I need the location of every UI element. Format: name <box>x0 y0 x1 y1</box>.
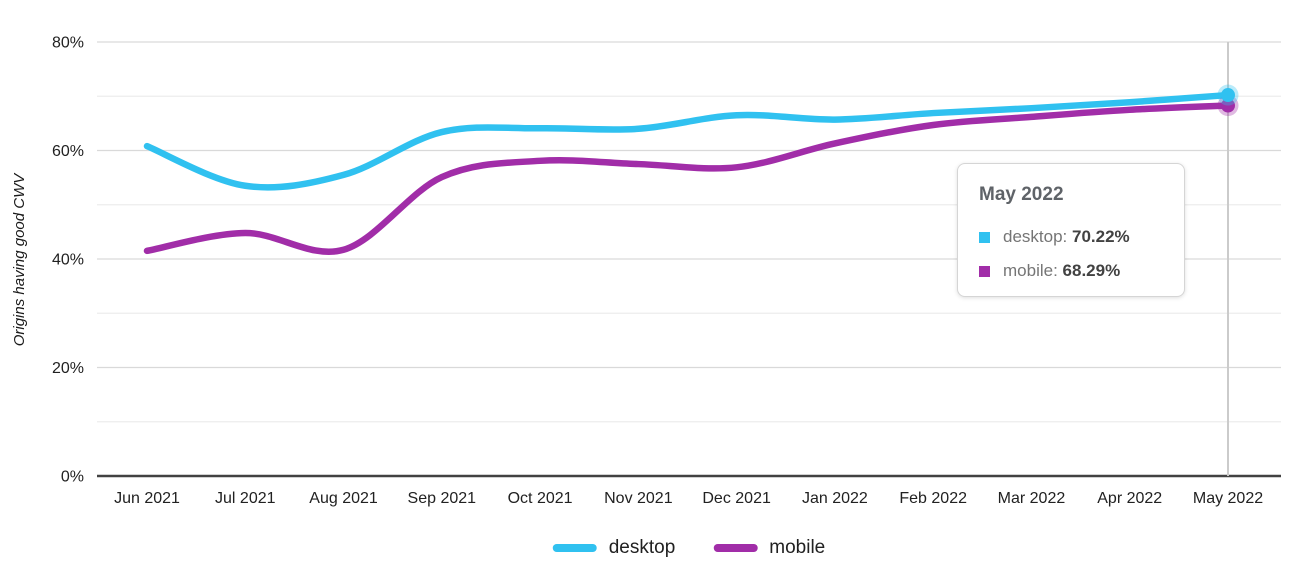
tooltip-mobile-text: mobile: 68.29% <box>1003 261 1120 281</box>
x-tick-label: Aug 2021 <box>309 490 378 507</box>
x-tick-label: Nov 2021 <box>604 490 673 507</box>
tooltip-mobile-label: mobile: <box>1003 261 1058 280</box>
chart-legend: desktop mobile <box>552 537 825 559</box>
x-tick-label: Jul 2021 <box>215 490 276 507</box>
tooltip-title: May 2022 <box>979 184 1064 205</box>
x-tick-label: Feb 2022 <box>899 490 967 507</box>
x-tick-label: May 2022 <box>1193 490 1263 507</box>
tooltip-desktop-label: desktop: <box>1003 227 1068 246</box>
tooltip-row-desktop: desktop: 70.22% <box>979 227 1184 247</box>
mobile-hovered-point[interactable] <box>1221 98 1235 113</box>
hover-tooltip: May 2022 desktop: 70.22% mobile: 68.29% <box>957 163 1185 297</box>
axis-labels-layer: 0% 20% 40% 60% 80% Jun 2021 Jul 2021 Aug 2021 Se… <box>52 35 1263 508</box>
tooltip-mobile-value: 68.29% <box>1062 261 1121 280</box>
x-tick-label: Oct 2021 <box>508 490 573 507</box>
y-tick-label: 0% <box>61 469 84 486</box>
tooltip-desktop-value: 70.22% <box>1072 227 1130 246</box>
mobile-legend-label: mobile <box>769 537 826 558</box>
tooltip-desktop-text: desktop: 70.22% <box>1003 227 1130 247</box>
grid-layer <box>97 41 1281 478</box>
tooltip-row-mobile: mobile: 68.29% <box>979 261 1184 281</box>
legend-item-desktop[interactable]: desktop <box>552 537 676 559</box>
legend-item-mobile[interactable]: mobile <box>713 537 825 559</box>
desktop-legend-label: desktop <box>608 537 676 558</box>
y-tick-label: 20% <box>52 360 84 377</box>
mobile-color-swatch <box>979 265 990 277</box>
desktop-color-swatch <box>979 231 990 243</box>
y-tick-label: 60% <box>52 143 84 160</box>
mobile-legend-swatch <box>713 544 758 552</box>
x-tick-label: Jan 2022 <box>802 490 868 507</box>
y-tick-label: 80% <box>52 35 84 52</box>
desktop-legend-swatch <box>552 544 597 552</box>
y-tick-label: 40% <box>52 252 84 269</box>
x-tick-label: Jun 2021 <box>114 490 180 507</box>
mobile-series-line[interactable] <box>143 102 1232 255</box>
x-tick-label: Mar 2022 <box>998 490 1066 507</box>
desktop-hovered-point[interactable] <box>1221 88 1235 103</box>
x-tick-label: Dec 2021 <box>702 490 771 507</box>
desktop-series-line[interactable] <box>143 91 1232 191</box>
x-tick-label: Sep 2021 <box>408 490 477 507</box>
y-axis-title: Origins having good CWV <box>11 172 28 347</box>
series-layer <box>143 84 1239 255</box>
x-tick-label: Apr 2022 <box>1097 490 1162 507</box>
